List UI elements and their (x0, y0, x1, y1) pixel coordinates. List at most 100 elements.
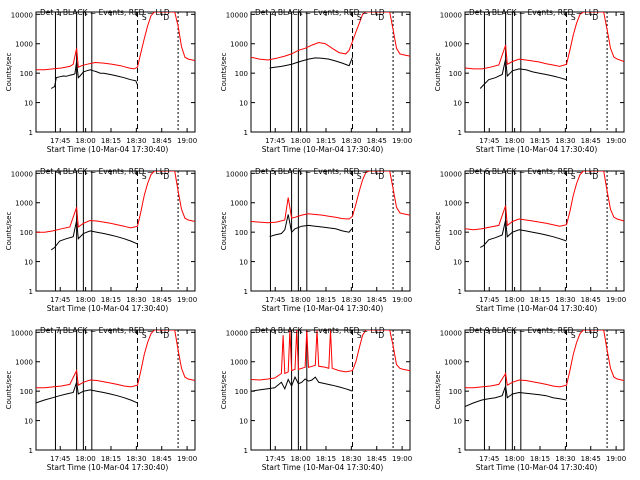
y-tick-label: 1000 (230, 359, 248, 367)
series-events (269, 214, 353, 238)
series-events (479, 219, 567, 248)
y-tick-label: 1 (29, 288, 33, 296)
y-tick-label: 10 (24, 259, 33, 267)
marker-d: D (378, 331, 384, 340)
x-tick-label: 18:00 (505, 455, 525, 463)
x-tick-label: 18:15 (530, 455, 550, 463)
x-tick-label: 17:45 (50, 296, 70, 304)
y-tick-label: 1 (458, 129, 462, 137)
x-axis-title: Start Time (10-Mar-04 17:30:40) (476, 463, 598, 472)
x-tick-label: 18:15 (530, 137, 550, 145)
series-lld (465, 330, 624, 389)
plot-frame (250, 170, 411, 292)
y-tick-label: 10 (453, 100, 462, 108)
x-tick-label: 18:15 (316, 455, 336, 463)
x-tick-label: 18:15 (530, 296, 550, 304)
y-tick-label: 100 (449, 229, 462, 237)
series-events (465, 385, 567, 407)
y-tick-label: 100 (235, 388, 248, 396)
x-tick-label: 19:00 (177, 296, 197, 304)
x-axis-title: Start Time (10-Mar-04 17:30:40) (262, 145, 384, 154)
series-lld (36, 171, 195, 233)
y-tick-label: 1 (29, 447, 33, 455)
marker-d: D (163, 13, 169, 22)
x-tick-label: 18:30 (555, 296, 575, 304)
marker-s: S (357, 331, 362, 340)
x-tick-label: 17:45 (479, 296, 499, 304)
y-tick-label: 1000 (15, 359, 33, 367)
marker-s: S (357, 13, 362, 22)
y-tick-label: 10 (453, 259, 462, 267)
y-tick-label: 1000 (230, 200, 248, 208)
series-lld (251, 171, 410, 224)
series-events (251, 375, 353, 392)
y-tick-label: 10 (239, 259, 248, 267)
y-tick-label: 10 (239, 100, 248, 108)
y-tick-label: 1 (244, 129, 248, 137)
x-tick-label: 18:30 (341, 137, 361, 145)
series-events (269, 57, 353, 69)
y-tick-label: 10 (24, 418, 33, 426)
detector-panel-6: 1 10 100 1000 10000 17:45 18:00 18:15 18:30 18:45… (434, 167, 626, 313)
x-axis-title: Start Time (10-Mar-04 17:30:40) (476, 304, 598, 313)
marker-s: S (357, 172, 362, 181)
y-tick-label: 10 (239, 418, 248, 426)
y-tick-label: 1000 (444, 359, 462, 367)
marker-d: D (592, 331, 598, 340)
x-tick-label: 17:45 (479, 455, 499, 463)
x-tick-label: 18:30 (341, 455, 361, 463)
series-lld (36, 330, 195, 389)
series-events (479, 58, 567, 89)
y-axis-title: Counts/sec (5, 212, 13, 251)
y-axis-title: Counts/sec (5, 53, 13, 92)
panel-title: Det 5 BLACK = Events, RED = LLD (255, 167, 385, 176)
series-lld (465, 12, 624, 70)
y-tick-label: 1 (29, 129, 33, 137)
x-tick-label: 18:15 (101, 137, 121, 145)
y-tick-label: 10000 (440, 11, 462, 19)
x-axis-title: Start Time (10-Mar-04 17:30:40) (476, 145, 598, 154)
x-tick-label: 19:00 (177, 137, 197, 145)
plot-frame (35, 329, 196, 451)
panel-title: Det 3 BLACK = Events, RED = LLD (469, 8, 599, 17)
x-axis-title: Start Time (10-Mar-04 17:30:40) (262, 463, 384, 472)
plot-frame (250, 11, 411, 133)
x-tick-label: 17:45 (265, 137, 285, 145)
series-lld (465, 171, 624, 231)
y-axis-title: Counts/sec (220, 53, 228, 92)
y-axis-title: Counts/sec (220, 371, 228, 410)
x-tick-label: 18:00 (505, 296, 525, 304)
y-axis-title: Counts/sec (434, 371, 442, 410)
y-axis-title: Counts/sec (220, 212, 228, 251)
y-tick-label: 10000 (11, 329, 33, 337)
x-tick-label: 17:45 (265, 296, 285, 304)
plot-frame (250, 329, 411, 451)
panel-title: Det 1 BLACK = Events, RED = LLD (40, 8, 170, 17)
panel-title: Det 2 BLACK = Events, RED = LLD (255, 8, 385, 17)
detector-panel-7: 1 10 100 1000 10000 17:45 18:00 18:15 18:30 18:45… (5, 326, 197, 472)
x-axis-title: Start Time (10-Mar-04 17:30:40) (262, 304, 384, 313)
panel-title: Det 6 BLACK = Events, RED = LLD (469, 167, 599, 176)
x-tick-label: 18:15 (101, 296, 121, 304)
x-tick-label: 17:45 (50, 455, 70, 463)
series-events (50, 220, 138, 251)
marker-s: S (571, 172, 576, 181)
detector-panel-5: 1 10 100 1000 10000 17:45 18:00 18:15 18:30 18:45… (220, 167, 412, 313)
detector-panel-8: 1 10 100 1000 10000 17:45 18:00 18:15 18:30 18:45… (220, 326, 412, 472)
detector-panel-4: 1 10 100 1000 10000 17:45 18:00 18:15 18:30 18:45… (5, 167, 197, 313)
x-tick-label: 19:00 (606, 137, 626, 145)
x-tick-label: 17:45 (50, 137, 70, 145)
x-tick-label: 18:45 (152, 296, 172, 304)
x-tick-label: 17:45 (265, 455, 285, 463)
x-tick-label: 18:45 (367, 137, 387, 145)
detector-panel-9: 1 10 100 1000 10000 17:45 18:00 18:15 18:30 18:45… (434, 326, 626, 472)
y-tick-label: 10000 (226, 170, 248, 178)
y-tick-label: 1000 (444, 200, 462, 208)
y-tick-label: 100 (20, 70, 33, 78)
y-tick-label: 1 (244, 447, 248, 455)
x-tick-label: 19:00 (177, 455, 197, 463)
y-tick-label: 10000 (440, 170, 462, 178)
x-tick-label: 18:45 (367, 296, 387, 304)
panel-title: Det 8 BLACK = Events, RED = LLD (255, 326, 385, 335)
panel-title: Det 7 BLACK = Events, RED = LLD (40, 326, 170, 335)
